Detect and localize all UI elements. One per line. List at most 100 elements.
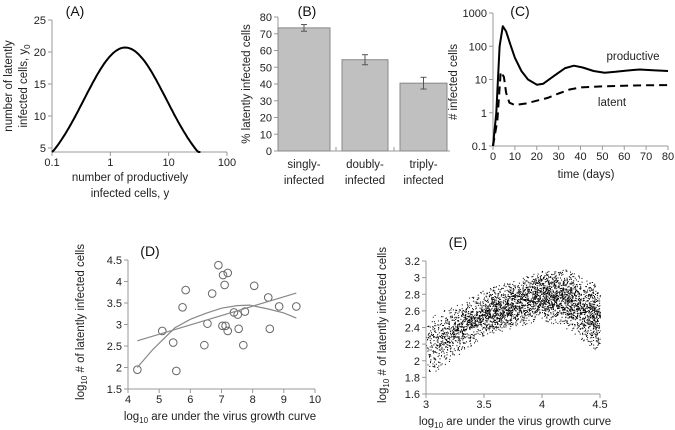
data-point	[565, 312, 567, 314]
data-point	[429, 355, 431, 357]
data-point	[462, 312, 463, 314]
data-point	[537, 277, 539, 279]
data-point	[433, 358, 435, 360]
data-point	[597, 310, 599, 312]
data-point	[569, 316, 571, 318]
data-point	[521, 291, 523, 293]
data-point	[543, 293, 545, 295]
data-point	[570, 309, 572, 311]
data-point	[443, 352, 445, 354]
x-tick-label: 0.1	[44, 157, 59, 169]
data-point	[494, 304, 496, 306]
data-point	[547, 290, 549, 292]
data-point	[548, 280, 550, 282]
data-point	[477, 304, 479, 306]
data-point	[470, 345, 472, 347]
data-point	[578, 297, 580, 299]
data-point	[548, 300, 549, 302]
data-point	[477, 326, 479, 328]
data-point	[519, 294, 520, 296]
data-point	[479, 320, 481, 321]
data-point	[456, 333, 458, 335]
data-point	[507, 314, 509, 316]
data-point	[494, 301, 495, 303]
data-point	[570, 287, 572, 289]
data-point	[509, 303, 511, 305]
data-point	[473, 331, 475, 333]
data-point	[554, 302, 555, 304]
data-point	[504, 283, 506, 285]
data-point	[467, 316, 469, 318]
data-point	[551, 322, 553, 324]
data-point	[594, 310, 596, 312]
data-point	[552, 313, 554, 315]
data-point	[530, 282, 532, 284]
data-point	[571, 273, 573, 275]
data-point	[502, 313, 504, 315]
data-point	[540, 302, 542, 304]
data-point	[482, 311, 484, 313]
data-point	[557, 296, 559, 298]
data-point	[572, 282, 574, 284]
x-axis-label-pre: log	[419, 416, 434, 428]
data-point	[457, 326, 459, 328]
data-point	[455, 329, 457, 331]
data-point	[446, 357, 448, 359]
data-point	[533, 304, 535, 306]
data-point	[565, 279, 567, 281]
data-point	[593, 312, 595, 314]
data-point	[480, 324, 482, 325]
data-point	[556, 288, 558, 290]
data-point	[596, 301, 598, 302]
data-point	[489, 314, 491, 316]
data-point	[591, 340, 593, 342]
data-point	[584, 318, 586, 320]
data-point	[555, 292, 557, 294]
data-point	[469, 316, 471, 318]
data-point	[536, 291, 538, 293]
data-point	[452, 333, 454, 335]
data-point	[510, 312, 512, 314]
data-point	[545, 320, 547, 322]
data-point	[483, 305, 485, 307]
y-tick-label: 5	[40, 143, 46, 155]
data-point	[501, 327, 503, 329]
data-point	[566, 328, 568, 330]
data-point	[442, 328, 444, 330]
data-point	[505, 309, 507, 311]
data-point	[437, 344, 439, 346]
data-point	[529, 314, 531, 316]
data-point	[596, 300, 598, 302]
data-point	[457, 330, 459, 331]
data-point	[564, 279, 565, 281]
data-point	[464, 342, 466, 344]
data-point	[491, 300, 493, 302]
category-label: infected	[284, 175, 324, 187]
data-point	[461, 315, 463, 316]
data-point	[472, 311, 474, 313]
data-point	[513, 305, 515, 307]
data-point	[498, 301, 500, 303]
data-point	[429, 354, 431, 356]
data-point	[455, 324, 456, 326]
data-point	[576, 312, 578, 314]
data-point	[481, 313, 483, 315]
data-point	[560, 294, 562, 296]
data-point	[432, 335, 434, 336]
y-tick-label: 15	[34, 79, 46, 91]
data-point	[489, 321, 491, 323]
data-point	[534, 279, 536, 281]
data-point	[563, 294, 565, 296]
data-point	[447, 341, 449, 343]
data-point	[524, 314, 526, 315]
data-point	[573, 293, 575, 295]
data-point	[488, 317, 490, 319]
data-point	[559, 312, 561, 314]
data-point	[480, 318, 482, 320]
data-point	[592, 328, 594, 330]
data-point	[522, 277, 524, 279]
data-point	[595, 299, 597, 301]
data-point	[481, 306, 483, 308]
x-tick-label: 0	[490, 151, 496, 163]
data-point	[471, 317, 473, 319]
